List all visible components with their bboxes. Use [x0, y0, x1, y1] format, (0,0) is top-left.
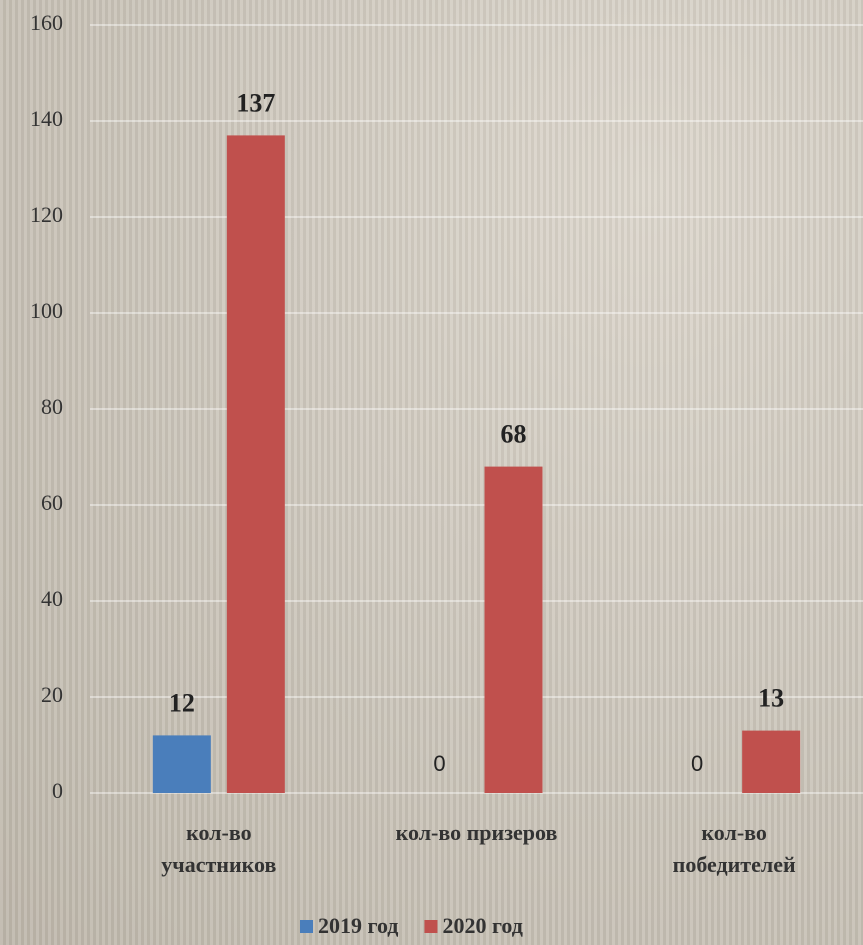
- y-tick-label: 160: [30, 10, 63, 35]
- data-label: 12: [169, 688, 195, 717]
- legend-swatch: [424, 920, 438, 933]
- y-tick-label: 0: [52, 778, 63, 803]
- x-tick-label: кол-во участников: [161, 820, 277, 877]
- bar: [742, 730, 801, 793]
- legend-swatch: [300, 920, 313, 933]
- y-tick-label: 40: [41, 586, 63, 611]
- bar: [226, 135, 285, 793]
- y-tick-label: 20: [41, 682, 63, 707]
- data-label: 137: [236, 88, 275, 117]
- x-tick-label: кол-во призеров: [395, 820, 558, 845]
- data-label: 68: [501, 420, 527, 449]
- y-tick-label: 100: [30, 298, 63, 323]
- bar: [484, 466, 543, 793]
- data-label: 0: [691, 751, 703, 776]
- data-label: 13: [758, 684, 784, 713]
- legend-label: 2019 год: [318, 913, 398, 938]
- y-tick-label: 120: [30, 202, 63, 227]
- legend-label: 2020 год: [442, 913, 522, 938]
- y-tick-label: 80: [41, 394, 63, 419]
- y-tick-label: 60: [41, 490, 63, 515]
- x-tick-label: кол-во победителей: [672, 820, 796, 877]
- y-tick-label: 140: [30, 106, 63, 131]
- bar: [152, 735, 211, 793]
- data-label: 0: [433, 751, 445, 776]
